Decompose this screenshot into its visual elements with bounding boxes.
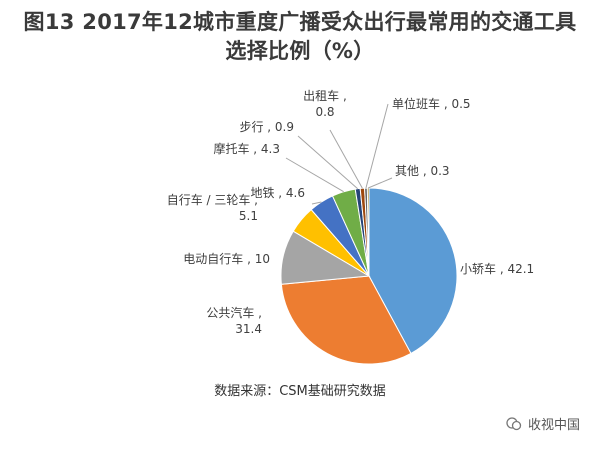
leader-line-9	[365, 103, 389, 189]
chart-title-line2: 选择比例（%）	[225, 39, 375, 63]
source-note: 数据来源：CSM基础研究数据	[214, 384, 386, 399]
leader-line-10	[367, 177, 393, 189]
pie-slice-1	[368, 187, 458, 355]
watermark: 收视中国	[506, 414, 580, 433]
watermark-text: 收视中国	[527, 418, 580, 433]
data-label-7: 步行 , 0.9	[239, 120, 294, 134]
leader-line-8	[329, 129, 363, 189]
pie-slice-2	[280, 275, 412, 365]
data-label-4: 自行车 / 三轮车 , 5.1	[167, 192, 258, 223]
leader-line-6	[285, 157, 344, 193]
data-label-6: 摩托车 , 4.3	[213, 141, 280, 156]
data-label-1: 小轿车 , 42.1	[460, 261, 534, 276]
data-label-3: 电动自行车 , 10	[183, 251, 270, 266]
leader-line-7	[297, 135, 359, 190]
data-label-9: 单位班车 , 0.5	[392, 96, 471, 111]
chart-title-line1: 图13 2017年12城市重度广播受众出行最常用的交通工具	[23, 10, 577, 34]
data-label-10: 其他 , 0.3	[395, 164, 450, 178]
data-label-5: 地铁 , 4.6	[250, 186, 305, 200]
wechat-icon	[506, 416, 522, 430]
data-label-2: 公共汽车 , 31.4	[206, 305, 262, 336]
leader-line-5	[311, 201, 322, 205]
data-label-8: 出租车 , 0.8	[303, 88, 347, 119]
